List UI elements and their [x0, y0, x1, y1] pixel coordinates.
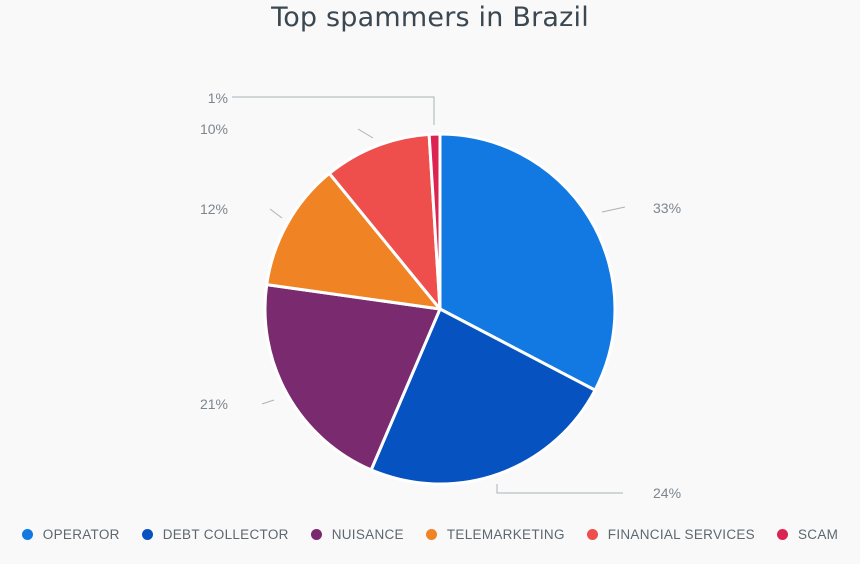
chart-title: Top spammers in Brazil: [271, 2, 589, 33]
legend-label: FINANCIAL SERVICES: [607, 527, 755, 542]
legend-item-financial-services[interactable]: FINANCIAL SERVICES: [586, 527, 755, 542]
legend-swatch: [586, 529, 598, 540]
legend-swatch: [141, 529, 153, 540]
data-label-financial-services: 10%: [200, 121, 228, 137]
legend-item-operator[interactable]: OPERATOR: [21, 527, 120, 542]
callout-line-financial-services: [357, 128, 374, 139]
pie-slice-nuisance: [263, 283, 442, 472]
data-label-telemarketing: 12%: [200, 201, 228, 217]
legend-item-telemarketing[interactable]: TELEMARKETING: [425, 527, 565, 542]
callout-line-nuisance: [261, 399, 275, 405]
legend-item-scam[interactable]: SCAM: [776, 527, 839, 542]
legend-label: SCAM: [797, 527, 839, 542]
pie-slice-debt-collector: [369, 307, 597, 486]
pie-chart: 33% 24% 21% 12% 10% 1%: [200, 90, 681, 501]
pie-slice-operator: [438, 132, 617, 392]
legend-swatch: [310, 529, 322, 540]
legend-swatch: [425, 529, 437, 540]
legend-swatch: [21, 529, 33, 540]
pie-slice-scam: [427, 132, 442, 311]
data-label-debt-collector: 24%: [653, 485, 681, 501]
legend-label: OPERATOR: [42, 527, 120, 542]
callout-line-telemarketing: [269, 208, 283, 219]
data-label-operator: 33%: [653, 200, 681, 216]
callout-line-debt-collector: [496, 484, 623, 494]
data-label-scam: 1%: [208, 90, 228, 106]
legend-label: NUISANCE: [331, 527, 404, 542]
legend-swatch: [776, 529, 788, 540]
pie-slice-financial-services: [327, 132, 442, 311]
legend-item-debt-collector[interactable]: DEBT COLLECTOR: [141, 527, 289, 542]
legend-label: TELEMARKETING: [446, 527, 565, 542]
callout-line-scam: [232, 96, 435, 125]
legend-label: DEBT COLLECTOR: [162, 527, 289, 542]
pie-slice-telemarketing: [265, 171, 442, 311]
data-label-nuisance: 21%: [200, 396, 228, 412]
legend: OPERATOR DEBT COLLECTOR NUISANCE TELEMARKET…: [0, 527, 860, 542]
legend-item-nuisance[interactable]: NUISANCE: [310, 527, 404, 542]
callout-line-operator: [601, 206, 626, 213]
